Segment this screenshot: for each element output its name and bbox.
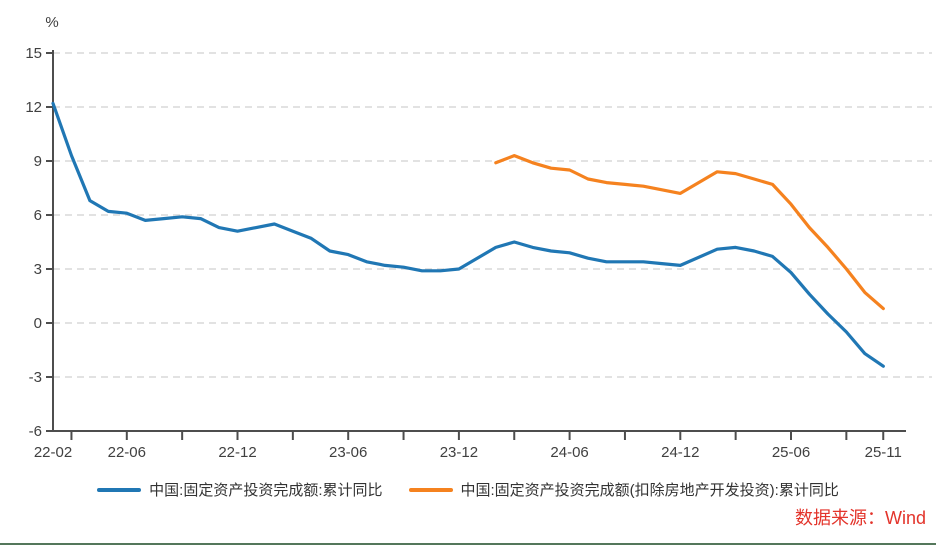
y-tick-label: -6 — [29, 423, 42, 440]
legend-item-fai-ex-realestate: 中国:固定资产投资完成额(扣除房地产开发投资):累计同比 — [408, 479, 839, 500]
x-tick-label: 23-12 — [440, 444, 478, 461]
legend-item-fai: 中国:固定资产投资完成额:累计同比 — [97, 479, 383, 500]
x-tick-label: 23-06 — [329, 444, 367, 461]
y-tick-label: -3 — [29, 369, 42, 386]
x-tick-label: 22-06 — [108, 444, 146, 461]
y-tick-label: 0 — [34, 315, 42, 332]
y-tick-label: 12 — [25, 99, 42, 116]
x-tick-label: 24-12 — [661, 444, 699, 461]
x-tick-label: 22-02 — [34, 444, 72, 461]
bottom-divider — [0, 543, 936, 545]
y-tick-label: 3 — [34, 261, 42, 278]
line-chart: 15 12 9 6 3 0 -3 -6% 22-02 22-06 22-12 23-06 23-12 24… — [25, 14, 932, 461]
legend-swatch-fai-ex-realestate — [408, 487, 453, 492]
x-tick-label: 25-06 — [772, 444, 810, 461]
y-tick-label: 6 — [34, 207, 42, 224]
y-tick-label: 9 — [34, 153, 42, 170]
x-tick-label: 25-11 — [865, 444, 902, 461]
legend: 中国:固定资产投资完成额:累计同比 中国:固定资产投资完成额(扣除房地产开发投资… — [0, 479, 936, 500]
x-tick-label: 22-12 — [218, 444, 256, 461]
y-axis-unit-label: % — [45, 14, 58, 31]
legend-label-fai-ex-realestate: 中国:固定资产投资完成额(扣除房地产开发投资):累计同比 — [460, 482, 839, 499]
series-line-1 — [494, 154, 885, 311]
legend-label-fai: 中国:固定资产投资完成额:累计同比 — [149, 482, 383, 499]
y-tick-label: 15 — [25, 45, 42, 62]
legend-swatch-fai — [97, 487, 142, 492]
data-source-note: 数据来源：Wind — [794, 508, 926, 528]
x-tick-label: 24-06 — [550, 444, 588, 461]
series-line-0 — [51, 101, 885, 368]
